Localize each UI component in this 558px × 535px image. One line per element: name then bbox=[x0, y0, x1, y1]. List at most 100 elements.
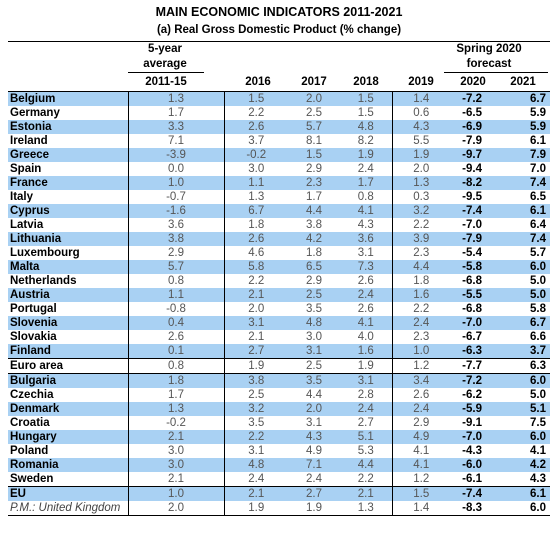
value-y2019: 3.4 bbox=[392, 373, 450, 388]
value-y2016: 3.8 bbox=[224, 373, 288, 388]
value-y2018: 3.1 bbox=[340, 246, 393, 260]
value-y2020: -7.9 bbox=[462, 135, 482, 147]
table-row: Portugal -0.8 2.0 3.5 2.6 2.2 -6.8 5.8 bbox=[8, 302, 550, 316]
forecast-header-line2: forecast bbox=[466, 58, 512, 70]
value-y2021: 6.3 bbox=[496, 358, 550, 374]
value-y2017: 6.5 bbox=[288, 260, 340, 274]
header-top-rule bbox=[8, 41, 550, 42]
value-y2017: 3.5 bbox=[306, 303, 322, 315]
value-y2021: 4.1 bbox=[530, 445, 546, 457]
value-y2021: 7.4 bbox=[496, 176, 550, 190]
value-y2016: 4.8 bbox=[224, 458, 288, 472]
value-avg: 1.0 bbox=[127, 486, 225, 501]
value-y2021: 6.0 bbox=[496, 373, 550, 388]
value-y2018: 1.7 bbox=[340, 176, 393, 190]
value-y2018: 5.1 bbox=[340, 430, 393, 444]
value-y2016: 2.2 bbox=[248, 275, 265, 287]
value-y2017: 1.5 bbox=[288, 148, 340, 162]
value-avg: 1.8 bbox=[127, 373, 225, 388]
value-y2019: 1.6 bbox=[392, 288, 450, 302]
value-y2017: 4.9 bbox=[306, 445, 322, 457]
value-y2020: -5.8 bbox=[450, 260, 496, 274]
row-label: Slovenia bbox=[8, 316, 128, 330]
value-y2018: 0.8 bbox=[340, 190, 393, 204]
value-y2021: 6.0 bbox=[496, 501, 550, 516]
value-avg: 7.1 bbox=[127, 134, 225, 148]
value-avg: 3.3 bbox=[127, 120, 225, 134]
value-avg: 0.8 bbox=[127, 358, 225, 374]
row-label: Luxembourg bbox=[10, 247, 80, 259]
table-row: Slovakia 2.6 2.1 3.0 4.0 2.3 -6.7 6.6 bbox=[8, 330, 550, 344]
value-y2019: 1.3 bbox=[392, 176, 450, 190]
value-y2016: 3.5 bbox=[248, 417, 265, 429]
value-y2020: -9.5 bbox=[462, 191, 482, 203]
value-y2020: -9.1 bbox=[462, 417, 482, 429]
value-y2017: 3.8 bbox=[306, 219, 322, 231]
value-y2021: 5.0 bbox=[530, 275, 546, 287]
table-row: Netherlands 0.8 2.2 2.9 2.6 1.8 -6.8 5.0 bbox=[8, 274, 550, 288]
value-y2020: -7.4 bbox=[450, 486, 496, 501]
value-y2021: 6.7 bbox=[496, 91, 550, 106]
row-label: Denmark bbox=[8, 402, 128, 416]
value-y2018: 5.3 bbox=[340, 444, 393, 458]
value-y2020: -8.3 bbox=[450, 501, 496, 516]
table-row: Poland 3.0 3.1 4.9 5.3 4.1 -4.3 4.1 bbox=[8, 444, 550, 458]
value-y2016: 3.1 bbox=[248, 445, 265, 457]
table-row: Bulgaria 1.8 3.8 3.5 3.1 3.4 -7.2 6.0 bbox=[8, 373, 550, 388]
value-y2016: 2.1 bbox=[224, 486, 288, 501]
row-label: Belgium bbox=[8, 91, 128, 106]
value-y2021: 7.4 bbox=[496, 232, 550, 246]
value-y2019: 0.3 bbox=[413, 191, 430, 203]
value-avg: -0.2 bbox=[127, 416, 225, 430]
value-y2021: 5.9 bbox=[530, 107, 546, 119]
value-y2020: -6.0 bbox=[450, 458, 496, 472]
value-y2020: -6.9 bbox=[450, 120, 496, 134]
table-title: MAIN ECONOMIC INDICATORS 2011-2021 bbox=[155, 5, 403, 19]
value-y2019: 2.3 bbox=[413, 247, 430, 259]
value-y2017: 4.3 bbox=[288, 430, 340, 444]
value-y2020: -6.3 bbox=[450, 344, 496, 359]
table-body: Belgium 1.3 1.5 2.0 1.5 1.4 -7.2 6.7 Germany 1.7 2… bbox=[8, 91, 550, 516]
value-y2018: 2.8 bbox=[340, 388, 393, 402]
value-y2017: 3.0 bbox=[306, 331, 322, 343]
value-y2019: 2.2 bbox=[413, 219, 430, 231]
value-y2021: 4.2 bbox=[496, 458, 550, 472]
table-row: Greece -3.9 -0.2 1.5 1.9 1.9 -9.7 7.9 bbox=[8, 148, 550, 162]
table-row: Austria 1.1 2.1 2.5 2.4 1.6 -5.5 5.0 bbox=[8, 288, 550, 302]
value-y2018: 7.3 bbox=[340, 260, 393, 274]
value-y2018: 3.1 bbox=[340, 373, 393, 388]
row-label: P.M.: United Kingdom bbox=[8, 501, 128, 516]
value-y2017: 3.5 bbox=[288, 373, 340, 388]
forecast-header-line1: Spring 2020 bbox=[456, 43, 522, 55]
value-avg: 3.0 bbox=[127, 458, 225, 472]
value-y2018: 1.9 bbox=[340, 358, 393, 374]
year-header-2021: 2021 bbox=[510, 76, 536, 88]
value-y2019: 2.0 bbox=[413, 163, 430, 175]
value-y2020: -7.4 bbox=[450, 204, 496, 218]
value-y2019: 4.1 bbox=[413, 445, 430, 457]
value-avg: 2.1 bbox=[127, 430, 225, 444]
value-y2018: 1.3 bbox=[340, 501, 393, 516]
value-y2020: -5.9 bbox=[450, 402, 496, 416]
table-row: Finland 0.1 2.7 3.1 1.6 1.0 -6.3 3.7 bbox=[8, 344, 550, 359]
value-y2019: 0.6 bbox=[413, 107, 430, 119]
value-y2016: 2.2 bbox=[248, 107, 265, 119]
value-y2016: 2.2 bbox=[224, 430, 288, 444]
value-y2017: 2.3 bbox=[288, 176, 340, 190]
value-y2017: 2.5 bbox=[288, 358, 340, 374]
value-avg: 0.8 bbox=[127, 274, 225, 288]
value-y2019: 1.9 bbox=[392, 148, 450, 162]
row-label: Ireland bbox=[10, 135, 48, 147]
value-y2017: 3.1 bbox=[306, 417, 322, 429]
value-y2017: 1.8 bbox=[306, 247, 322, 259]
value-y2016: 2.6 bbox=[224, 232, 288, 246]
value-y2021: 6.0 bbox=[496, 430, 550, 444]
value-y2018: 2.4 bbox=[340, 288, 393, 302]
value-avg: -0.7 bbox=[127, 190, 225, 204]
value-y2018: 1.9 bbox=[340, 148, 393, 162]
value-y2018: 4.3 bbox=[340, 218, 393, 232]
value-y2019: 5.5 bbox=[413, 135, 430, 147]
table-row: Luxembourg 2.9 4.6 1.8 3.1 2.3 -5.4 5.7 bbox=[8, 246, 550, 260]
value-y2019: 1.2 bbox=[392, 358, 450, 374]
value-y2021: 5.8 bbox=[530, 303, 546, 315]
